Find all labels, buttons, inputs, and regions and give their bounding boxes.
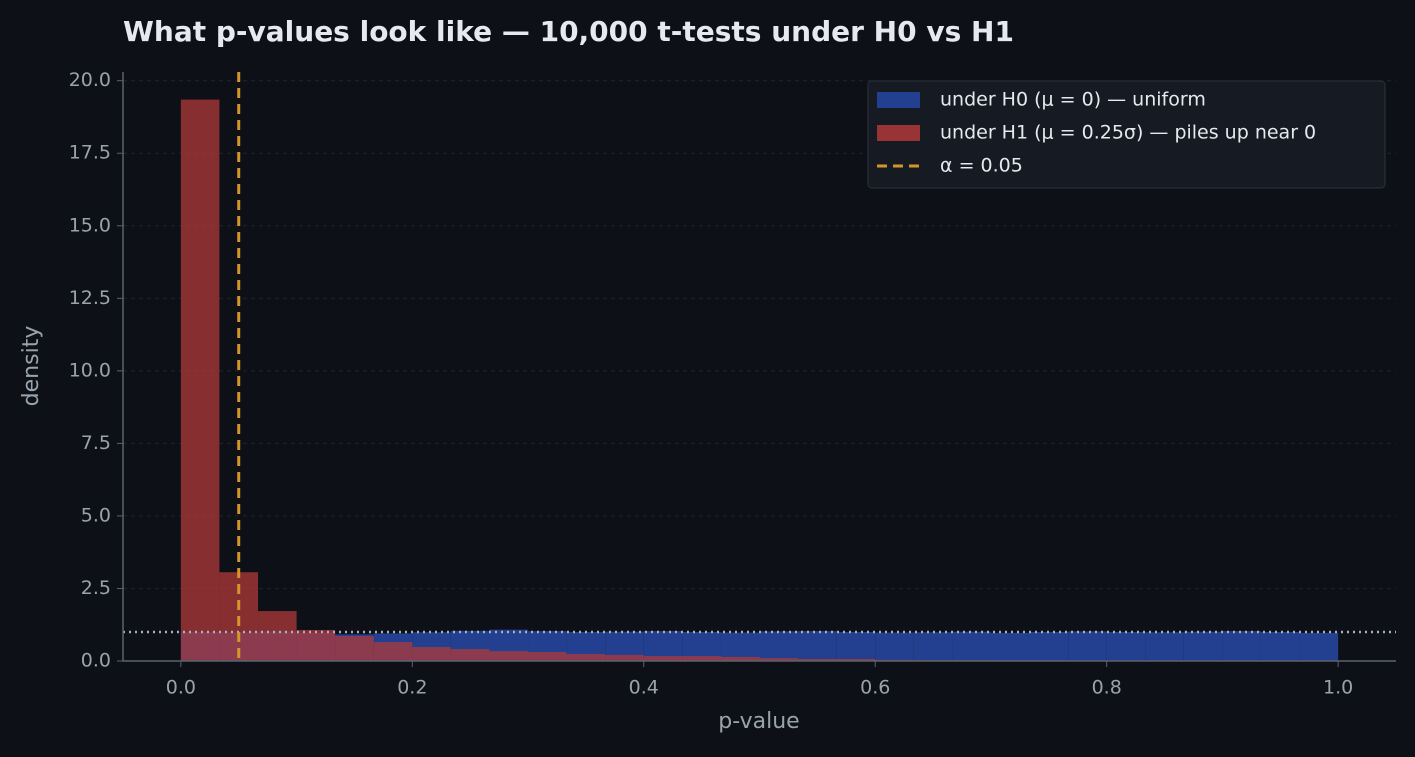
legend-swatch (877, 125, 920, 141)
histogram-bar (1029, 631, 1069, 661)
histogram-bar (759, 631, 799, 661)
x-tick-label: 0.6 (860, 677, 890, 699)
y-axis-label: density (19, 326, 44, 407)
histogram-bar (720, 656, 760, 661)
histogram-bar (798, 658, 837, 661)
legend-label: under H1 (μ = 0.25σ) — piles up near 0 (940, 122, 1316, 144)
y-tick-label: 5.0 (81, 504, 111, 526)
histogram-bar (258, 611, 297, 661)
histogram-bar (450, 649, 490, 661)
histogram-bar (1068, 631, 1107, 661)
histogram-bar (836, 658, 876, 661)
histogram-bar (913, 632, 953, 661)
histogram-bar (566, 654, 606, 661)
histogram-bar (1145, 632, 1184, 661)
legend-swatch (877, 92, 920, 108)
histogram-bar (759, 658, 799, 661)
x-tick-label: 0.0 (166, 677, 196, 699)
y-tick-label: 10.0 (69, 359, 111, 381)
histogram-bar (180, 99, 220, 662)
chart-title: What p-values look like — 10,000 t-tests… (123, 15, 1014, 48)
histogram-bar (836, 631, 876, 661)
histogram-bar (296, 629, 336, 661)
legend-label: α = 0.05 (940, 155, 1023, 177)
y-tick-label: 0.0 (81, 650, 111, 672)
histogram-bar (643, 631, 683, 661)
x-tick-label: 0.4 (629, 677, 659, 699)
x-tick-label: 1.0 (1323, 677, 1353, 699)
histogram-bar (875, 632, 914, 661)
y-tick-label: 12.5 (69, 287, 111, 309)
histogram-bar (682, 656, 721, 661)
histogram-bar (605, 654, 644, 661)
y-tick-label: 20.0 (69, 69, 111, 91)
histogram-bar (952, 631, 991, 661)
y-tick-label: 7.5 (81, 432, 111, 454)
histogram-bar (1222, 631, 1261, 661)
y-tick-label: 2.5 (81, 577, 111, 599)
histogram-bar (373, 642, 413, 661)
x-axis-label: p-value (718, 709, 799, 734)
y-tick-label: 15.0 (69, 214, 111, 236)
histogram-bar (1299, 632, 1339, 661)
histogram-bar (798, 631, 837, 661)
histogram-bar (990, 632, 1030, 661)
y-tick-label: 17.5 (69, 142, 111, 164)
histogram-bar (489, 651, 529, 661)
histogram-bar (335, 636, 374, 661)
histogram-bar (720, 632, 760, 661)
histogram-bar (412, 647, 451, 661)
histogram-bar (1106, 631, 1146, 661)
histogram-bar (1260, 631, 1300, 661)
histogram-bar (643, 656, 683, 661)
x-tick-label: 0.2 (397, 677, 427, 699)
legend-box (867, 80, 1386, 189)
histogram-bar (1183, 631, 1223, 661)
x-tick-label: 0.8 (1092, 677, 1122, 699)
legend-label: under H0 (μ = 0) — uniform (940, 89, 1206, 111)
histogram-bar (528, 652, 567, 661)
